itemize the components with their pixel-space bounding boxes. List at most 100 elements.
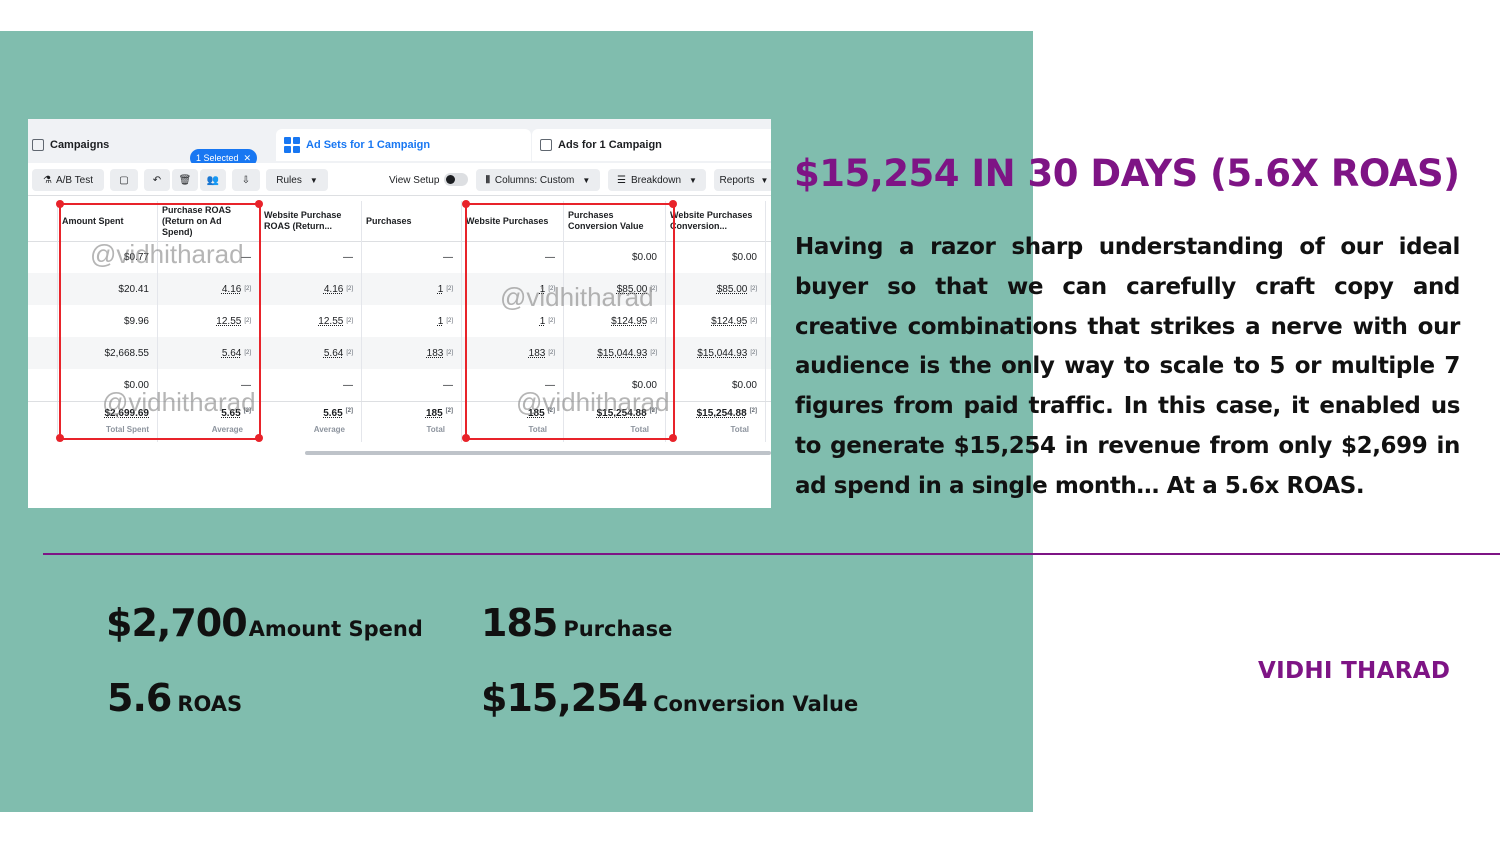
table-cell: $9.96 [58, 305, 158, 337]
description-paragraph: Having a razor sharp understanding of ou… [795, 234, 1460, 499]
table-row[interactable]: $20.41 4.16 [2] 4.16 [2] 1 [2] 1 [2] $85.00[… [28, 273, 771, 305]
watermark: @vidhitharad [102, 387, 256, 417]
view-setup-toggle[interactable] [444, 173, 468, 186]
column-header[interactable]: Website Purchases [462, 201, 564, 241]
selected-pill[interactable]: 1 Selected ✕ [190, 149, 258, 167]
column-header[interactable]: Website Purchase ROAS (Return... [260, 201, 362, 241]
rules-dropdown[interactable]: Rules ▼ [266, 169, 328, 191]
column-header[interactable]: Amount Spent [58, 201, 158, 241]
people-icon: 👥 [206, 174, 220, 186]
row-spacer [28, 369, 58, 401]
stat-amount-spend: $2,700Amount Spend [106, 601, 423, 645]
export-button[interactable]: ⇩ [232, 169, 260, 191]
table-cell: $85.00 [2] [564, 273, 666, 305]
flask-icon: ⚗ [42, 174, 52, 186]
stat-purchase-value: 185 [481, 601, 558, 645]
column-header[interactable]: Website Purchases Conversion... [666, 201, 766, 241]
close-icon[interactable]: ✕ [243, 152, 252, 163]
total-cell: 185 [2] Total [362, 402, 462, 442]
chevron-down-icon: ▼ [309, 175, 318, 185]
stat-conversion-value: $15,254 Conversion Value [481, 676, 858, 720]
breakdown-dropdown[interactable]: ☰ Breakdown ▼ [608, 169, 706, 191]
undo-icon: ↶ [152, 174, 162, 186]
table-cell: $0.77 [58, 241, 158, 273]
table-cell: — [462, 369, 564, 401]
audience-button[interactable]: 👥 [200, 169, 226, 191]
breakdown-label: Breakdown [631, 174, 682, 186]
stat-roas: 5.6 ROAS [107, 676, 242, 720]
column-header[interactable]: Purchases Conversion Value [564, 201, 666, 241]
tab-campaigns[interactable]: Campaigns 1 Selected ✕ [28, 129, 272, 167]
reports-dropdown[interactable]: Reports ▼ [714, 169, 771, 191]
table-row[interactable]: $9.96 12.55 [2] 12.55 [2] 1 [2] 1 [2] $124.9… [28, 305, 771, 337]
table-cell: 1 [2] [462, 305, 564, 337]
chevron-down-icon: ▼ [689, 175, 697, 185]
table-cell: $20.41 [58, 273, 158, 305]
tab-ads[interactable]: Ads for 1 Campaign [532, 129, 771, 161]
export-icon: ⇩ [241, 174, 251, 186]
total-cell: $15,254.88 [2] Total [564, 402, 666, 442]
columns-label: Columns: Custom [494, 174, 575, 186]
horizontal-scrollbar[interactable] [305, 451, 771, 455]
selected-pill-label: 1 Selected [196, 153, 239, 163]
table-cell: 1 [2] [462, 273, 564, 305]
highlight-corner-dot [56, 200, 64, 208]
table-cell: 183 [2] [362, 337, 462, 369]
table-cell: $15,044.93 [2] [666, 337, 766, 369]
author-name: VIDHI THARAD [1258, 658, 1451, 684]
table-cell: $0.00 [564, 241, 666, 273]
table-row[interactable]: $0.00 — — — — $0.00 $0.00 [28, 369, 771, 401]
ab-test-label: A/B Test [55, 174, 94, 186]
toolbar: ⚗ A/B Test ▢ ↶ 🗑 👥 ⇩ Rules ▼ View Setup … [28, 163, 771, 196]
stat-roas-value: 5.6 [107, 676, 172, 720]
table-cell: $2,668.55 [58, 337, 158, 369]
table-cell: $124.95 [2] [564, 305, 666, 337]
table-cell: $0.00 [564, 369, 666, 401]
undo-button[interactable]: ↶ [144, 169, 170, 191]
tab-bar: Campaigns 1 Selected ✕ Ad Sets for 1 Cam… [28, 119, 771, 167]
stat-amount-spend-value: $2,700 [106, 601, 248, 645]
clipboard-icon: ▢ [119, 174, 129, 186]
table-cell: 183 [2] [462, 337, 564, 369]
row-spacer [28, 273, 58, 305]
table-cell: $0.00 [666, 241, 766, 273]
adsets-grid-icon [284, 137, 300, 153]
tab-ads-label: Ads for 1 Campaign [558, 139, 662, 151]
highlight-corner-dot [669, 200, 677, 208]
highlight-corner-dot [255, 200, 263, 208]
highlight-box-spend-roas [59, 203, 261, 440]
chevron-down-icon: ▼ [760, 175, 769, 185]
ab-test-button[interactable]: ⚗ A/B Test [32, 169, 104, 191]
columns-dropdown[interactable]: ⫴ Columns: Custom ▼ [476, 169, 600, 191]
table-cell: $0.00 [58, 369, 158, 401]
ads-icon [540, 139, 552, 151]
stat-conversion-value-number: $15,254 [481, 676, 648, 720]
row-spacer [28, 337, 58, 369]
trash-icon: 🗑 [178, 174, 192, 186]
stat-amount-spend-label: Amount Spend [248, 617, 423, 641]
chevron-down-icon: ▼ [582, 175, 591, 185]
highlight-corner-dot [56, 434, 64, 442]
table-cell: $124.95 [2] [666, 305, 766, 337]
row-spacer [28, 402, 58, 442]
highlight-corner-dot [462, 434, 470, 442]
row-spacer [28, 305, 58, 337]
total-cell: 185 [2] Total [462, 402, 564, 442]
table-cell: — [362, 369, 462, 401]
ads-manager-screenshot: Campaigns 1 Selected ✕ Ad Sets for 1 Cam… [28, 119, 771, 508]
table-cell: — [362, 241, 462, 273]
watermark: @vidhitharad [90, 239, 244, 269]
table-row[interactable]: $2,668.55 5.64 [2] 5.64 [2] 183 [2] 183 [2] … [28, 337, 771, 369]
tab-adsets[interactable]: Ad Sets for 1 Campaign [276, 129, 531, 161]
breakdown-icon: ☰ [617, 174, 626, 186]
row-spacer [28, 241, 58, 273]
table-cell: — [462, 241, 564, 273]
stat-roas-label: ROAS [177, 692, 243, 716]
watermark: @vidhitharad [500, 282, 654, 312]
table-cell: — [260, 369, 362, 401]
column-header[interactable]: Purchases [362, 201, 462, 241]
header-spacer [28, 201, 58, 241]
table-cell: $85.00 [2] [666, 273, 766, 305]
delete-button[interactable]: 🗑 [172, 169, 198, 191]
duplicate-button[interactable]: ▢ [110, 169, 138, 191]
